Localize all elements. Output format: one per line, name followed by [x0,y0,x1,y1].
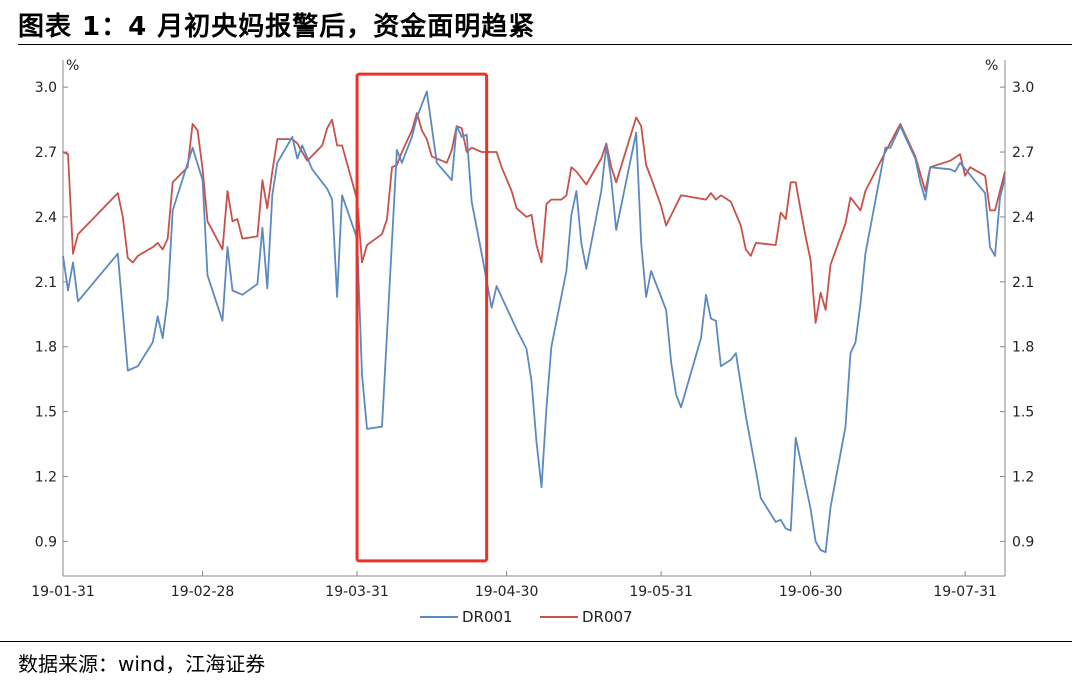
y-tick-label-left: 1.2 [35,469,57,485]
highlight-box [355,72,489,563]
x-tick-label: 19-01-31 [31,584,95,600]
y-tick-label-right: 1.8 [1012,340,1034,356]
y-axis-unit-right: % [985,58,998,74]
series-line-dr007 [62,112,1006,324]
x-tick-label: 19-05-31 [629,584,693,600]
legend-label-dr001: DR001 [462,608,513,626]
series-line-dr001 [62,90,1006,554]
y-tick-label-right: 2.4 [1012,210,1034,226]
highlight-layer [355,72,489,563]
y-tick-label-left: 1.8 [35,340,57,356]
y-tick-label-left: 3.0 [35,80,57,96]
y-tick-label-left: 0.9 [35,534,57,550]
y-tick-label-left: 2.4 [35,210,57,226]
y-tick-label-right: 2.1 [1012,275,1034,291]
source-note: 数据来源：wind，江海证券 [18,652,266,676]
line-chart: % % 3.0 3.0 2.7 2.7 2.4 2.4 2.1 2.1 1.8 1.8 1.5 1.5 1.… [31,58,1034,626]
y-tick-label-right: 1.5 [1012,405,1034,421]
y-axis-unit-left: % [66,58,79,74]
y-tick-label-right: 0.9 [1012,534,1034,550]
x-tick-label: 19-06-30 [779,584,843,600]
axes-layer: % % 3.0 3.0 2.7 2.7 2.4 2.4 2.1 2.1 1.8 1.8 1.5 1.5 1.… [31,58,1034,600]
title-divider [18,44,1072,45]
y-tick-label-right: 3.0 [1012,80,1034,96]
legend: DR001 DR007 [420,608,633,626]
x-tick-label: 19-07-31 [933,584,997,600]
x-tick-label: 19-03-31 [325,584,389,600]
y-tick-label-left: 1.5 [35,405,57,421]
y-tick-label-right: 2.7 [1012,145,1034,161]
y-tick-label-left: 2.7 [35,145,57,161]
y-tick-label-right: 1.2 [1012,469,1034,485]
x-tick-label: 19-02-28 [171,584,235,600]
chart-title: 图表 1：4 月初央妈报警后，资金面明趋紧 [18,12,536,42]
y-tick-label-left: 2.1 [35,275,57,291]
series-layer [62,90,1006,554]
legend-label-dr007: DR007 [582,608,633,626]
x-tick-label: 19-04-30 [475,584,539,600]
footer-divider [0,641,1072,642]
